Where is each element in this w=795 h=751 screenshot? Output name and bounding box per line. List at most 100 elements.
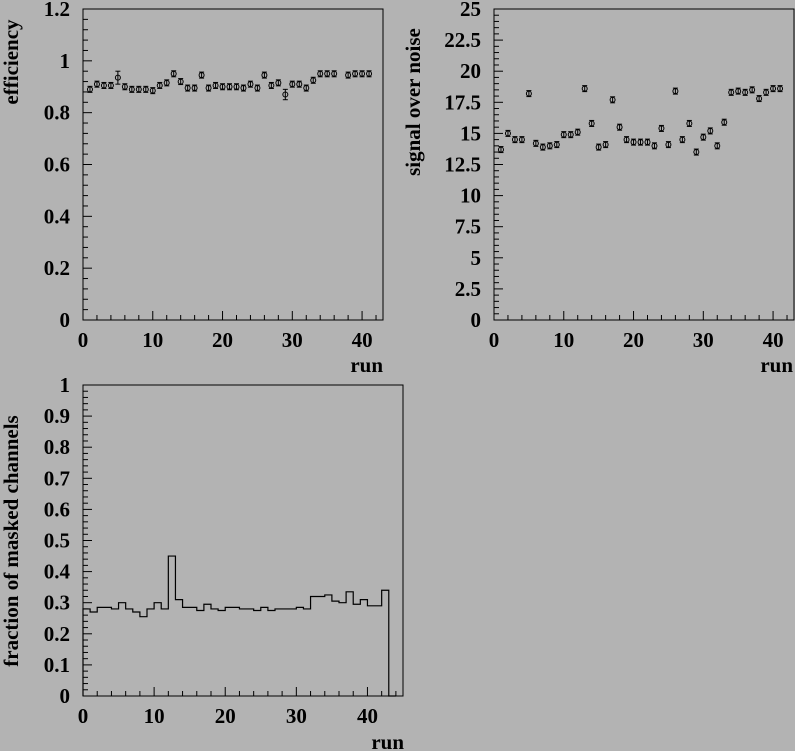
masked-histogram-bin [97,607,104,696]
snr-data-point [651,142,658,149]
snr-data-point [763,89,770,96]
snr-data-point [595,144,602,151]
masked-x-tick-label: 10 [144,704,165,728]
masked-histogram-bin [83,609,90,696]
snr-data-point [567,131,574,138]
masked-histogram-bin [232,607,239,696]
masked-histogram-bin [111,609,118,696]
snr-data-point [581,85,588,92]
efficiency-data-point [226,83,233,90]
masked-histogram-bin [289,609,296,696]
masked-histogram-bin [239,609,246,696]
masked-histogram-bin [282,609,289,696]
efficiency-data-point [324,70,331,77]
efficiency-data-point [296,81,303,88]
masked-y-tick-label: 0.5 [44,529,70,553]
snr-data-point [560,131,567,138]
masked-x-tick-label: 30 [286,704,307,728]
snr-data-point [777,85,784,92]
snr-y-tick-label: 2.5 [455,277,481,301]
snr-data-point [686,120,693,127]
snr-data-point [770,85,777,92]
efficiency-x-tick-label: 10 [142,328,163,352]
masked-histogram-bin [268,610,275,696]
masked-histogram-bin [175,600,182,696]
efficiency-data-point [191,85,198,92]
snr-data-point [644,139,651,146]
efficiency-data-point [345,72,352,79]
snr-data-point [511,136,518,143]
snr-data-point [658,125,665,132]
efficiency-data-point [261,72,268,79]
snr-data-point [553,141,560,148]
masked-histogram-bin [90,612,97,696]
snr-y-tick-label: 0 [471,308,482,332]
snr-data-point [700,134,707,141]
snr-data-point [574,129,581,136]
masked-histogram-bin [197,610,204,696]
masked-histogram-bin [161,609,168,696]
efficiency-data-point [156,82,163,89]
masked-histogram-bin [140,617,147,696]
efficiency-data-point [310,77,317,84]
snr-data-point [546,142,553,149]
snr-data-point [672,88,679,95]
efficiency-data-point [114,74,121,81]
panel-efficiency: 0 0.2 0.4 0.6 0.8 1 1.2 0 10 20 30 40 efficiency r… [0,0,384,377]
efficiency-data-point [100,82,107,89]
efficiency-data-point [366,70,373,77]
masked-x-axis-label: run [371,730,404,751]
efficiency-data-point [142,86,149,93]
masked-y-tick-label: 1 [60,373,71,397]
efficiency-data-point [212,82,219,89]
efficiency-y-tick-label: 1 [60,49,71,73]
efficiency-y-tick-label: 0.4 [44,204,71,228]
snr-data-point [525,90,532,97]
snr-y-tick-label: 12.5 [444,153,481,177]
snr-data-point [602,141,609,148]
efficiency-data-point [352,70,359,77]
masked-histogram-bin [360,600,367,696]
masked-histogram-bin [325,595,332,696]
snr-y-tick-label: 7.5 [455,215,481,239]
masked-histogram-bin [332,601,339,696]
snr-x-tick-label: 10 [553,328,574,352]
masked-histogram-bin [346,592,353,696]
efficiency-data-point [149,87,156,94]
masked-y-tick-label: 0.1 [44,653,70,677]
efficiency-x-tick-label: 30 [282,328,303,352]
efficiency-x-tick-label: 40 [352,328,373,352]
snr-data-point [714,142,721,149]
snr-data-point [504,130,511,137]
efficiency-y-tick-label: 0.6 [44,153,70,177]
efficiency-data-point [93,81,100,88]
masked-histogram-bin [119,603,126,696]
masked-histogram-bin [133,612,140,696]
snr-data-point [749,86,756,93]
efficiency-x-ticks: 0 10 20 30 40 [78,311,377,352]
masked-histogram [82,555,396,697]
efficiency-data-point [135,86,142,93]
efficiency-y-axis-label: efficiency [0,19,23,105]
masked-histogram-bin [339,603,346,696]
efficiency-data-point [177,78,184,85]
masked-y-tick-label: 0 [60,684,71,708]
panel-masked-channels: 00.10.20.30.40.50.60.70.80.91 0 10 20 30 40 … [0,373,404,751]
snr-data-point [616,124,623,131]
snr-y-tick-label: 20 [460,59,481,83]
snr-y-tick-label: 25 [460,0,481,21]
snr-data-point [693,149,700,156]
efficiency-y-tick-label: 0 [60,308,71,332]
snr-x-tick-label: 30 [693,328,714,352]
snr-data-point [707,127,714,134]
masked-histogram-bin [154,603,161,696]
masked-y-tick-label: 0.2 [44,622,70,646]
efficiency-data-point [121,83,128,90]
efficiency-data-point [128,86,135,93]
masked-x-tick-label: 40 [357,704,378,728]
efficiency-data-point [233,83,240,90]
panel-signal-over-noise: 0 2.5 5 7.5 10 12.5 15 17.5 20 22.5 25 0 10 20 30 40 s… [401,0,795,377]
snr-data-point [637,139,644,146]
masked-y-tick-label: 0.3 [44,591,70,615]
